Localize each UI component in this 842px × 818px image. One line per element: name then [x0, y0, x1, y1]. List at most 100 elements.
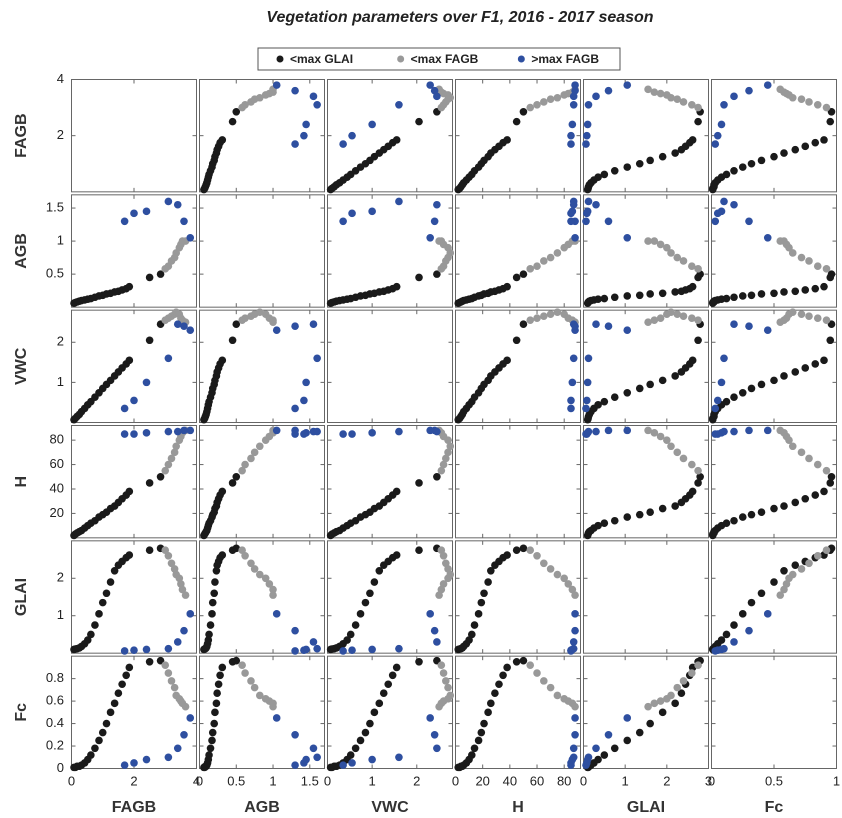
point	[571, 731, 579, 739]
point	[142, 378, 151, 387]
point	[519, 320, 528, 329]
point	[180, 426, 188, 435]
point	[553, 308, 562, 316]
point	[820, 356, 828, 365]
point	[300, 131, 308, 140]
point	[604, 322, 613, 331]
x-tick-label: 0	[68, 773, 75, 788]
point	[822, 466, 831, 475]
point	[173, 427, 182, 436]
point	[265, 580, 274, 588]
point	[582, 430, 590, 438]
point	[582, 404, 590, 413]
point	[569, 100, 578, 109]
legend-label: <max FAGB	[411, 52, 479, 66]
x-tick-label: 0	[196, 773, 203, 788]
point	[730, 200, 738, 209]
panel-frame	[455, 194, 581, 308]
point	[540, 559, 548, 568]
point	[646, 719, 654, 728]
point	[805, 454, 813, 463]
x-tick-label: 80	[557, 773, 571, 788]
point	[813, 262, 822, 270]
point	[571, 610, 579, 618]
point	[291, 647, 299, 655]
point	[646, 380, 654, 389]
point	[658, 708, 667, 717]
point	[679, 257, 688, 265]
point	[125, 487, 134, 496]
legend-label: <max GLAI	[290, 52, 353, 66]
point	[776, 426, 785, 435]
point	[247, 454, 255, 463]
point	[644, 85, 652, 94]
point	[711, 217, 720, 226]
point	[430, 731, 439, 739]
point	[145, 273, 154, 282]
legend-label: >max FAGB	[531, 52, 599, 66]
point	[646, 290, 654, 298]
point	[658, 152, 667, 161]
point	[811, 360, 820, 368]
point	[600, 294, 609, 303]
point	[688, 262, 696, 270]
point	[503, 282, 511, 291]
point	[813, 314, 822, 322]
point	[388, 671, 397, 680]
point	[122, 671, 130, 680]
point	[797, 565, 806, 573]
point	[269, 585, 277, 594]
point	[343, 636, 351, 644]
point	[291, 430, 299, 438]
point	[491, 689, 499, 698]
point	[656, 432, 665, 441]
point	[663, 436, 671, 444]
point	[368, 429, 376, 437]
point	[186, 233, 195, 242]
point	[392, 663, 401, 672]
point	[788, 442, 797, 451]
point	[238, 546, 246, 554]
x-tick-label: 0.5	[227, 773, 245, 788]
point	[730, 320, 738, 329]
y-tick-label: 2	[57, 334, 64, 349]
y-tick-label: 1.5	[46, 199, 64, 214]
point	[811, 284, 820, 293]
point	[571, 81, 579, 89]
point	[218, 663, 227, 672]
point	[430, 217, 439, 226]
point	[114, 689, 123, 698]
point	[272, 610, 281, 618]
point	[717, 636, 726, 644]
x-axis-label: FAGB	[112, 799, 156, 816]
point	[711, 647, 720, 655]
y-axis-label: VWC	[13, 347, 30, 385]
point	[433, 200, 441, 209]
point	[770, 504, 778, 513]
x-axis-label: Fc	[765, 799, 784, 816]
point	[484, 708, 492, 717]
point	[167, 559, 176, 568]
point	[269, 591, 277, 599]
point	[503, 551, 511, 559]
point	[309, 92, 318, 101]
point	[569, 354, 578, 363]
point	[594, 401, 602, 409]
point	[125, 663, 134, 672]
point	[433, 270, 441, 278]
point	[477, 728, 486, 737]
point	[102, 589, 111, 598]
y-tick-label: 0.4	[46, 715, 64, 730]
point	[247, 559, 255, 568]
point	[813, 100, 822, 109]
point	[164, 197, 173, 206]
point	[780, 149, 788, 157]
point	[713, 396, 722, 405]
point	[567, 761, 575, 769]
point	[91, 621, 99, 629]
point	[526, 661, 535, 669]
point	[210, 589, 219, 598]
point	[747, 384, 756, 393]
legend-box	[257, 47, 621, 71]
